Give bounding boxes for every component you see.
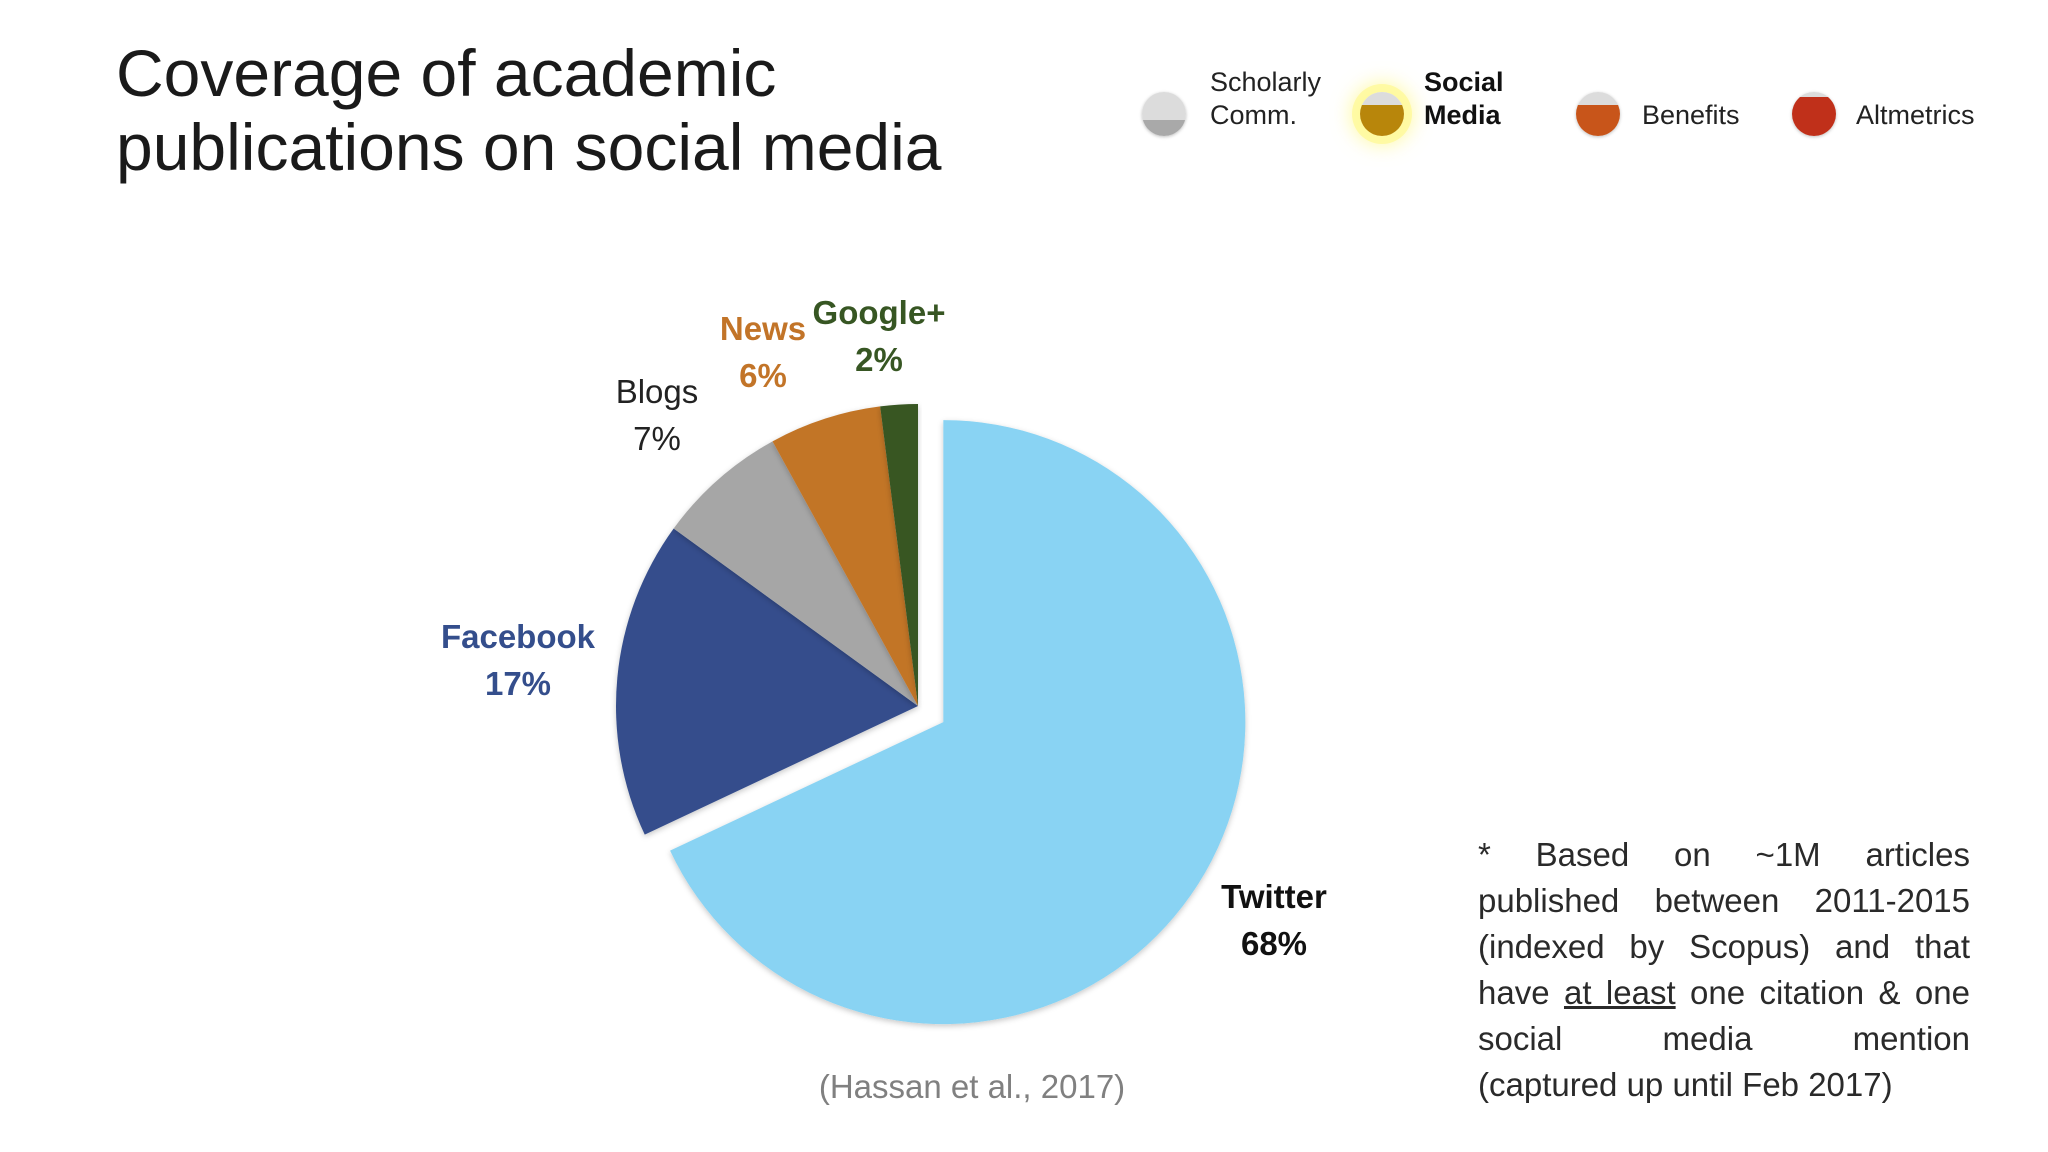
nav-label-scholarly-line-1: Scholarly [1210,67,1322,97]
slide-title-line-1: Coverage of academic [116,36,777,110]
data-label-twitter-value: 68% [1241,925,1307,962]
nav-label-altmetrics: Altmetrics [1856,100,1975,130]
nav-item-social-media[interactable]: Social Media [1360,66,1540,176]
data-label-news-value: 6% [739,357,787,394]
data-label-news-name: News [720,310,806,347]
footnote-part-1: * Based on ~1M articles published betwee… [1478,836,1970,1011]
pie-slice-google [880,404,918,706]
slide-title: Coverage of academic publications on soc… [116,36,1016,184]
footnote-underlined: at least [1563,974,1676,1011]
data-label-blogs-value: 7% [633,420,681,457]
footnote-part-2: one citation & one social media mention [1478,974,1970,1057]
social-media-dot-icon [1360,92,1404,136]
data-label-twitter-name: Twitter [1221,878,1327,915]
pie-slice-twitter [670,420,1246,1025]
pie-labels: Twitter 68% Facebook 17% Blogs 7% News 6% Google… [441,294,1327,962]
nav-label-social-line-2: Media [1424,100,1501,130]
data-label-facebook-name: Facebook [441,618,596,655]
altmetrics-dot-fill [1792,97,1836,136]
scholarly-dot-fill [1142,120,1186,136]
data-label-facebook-value: 17% [485,665,551,702]
nav-label-benefits: Benefits [1642,100,1740,130]
nav-label-social-line-1: Social [1424,67,1504,97]
citation: (Hassan et al., 2017) [818,1068,1126,1105]
benefits-dot-icon [1576,92,1620,136]
pie-slice-blogs [673,441,918,706]
data-label-google-value: 2% [855,341,903,378]
footnote: * Based on ~1M articles published betwee… [1478,832,1970,1108]
data-label-blogs-name: Blogs [616,373,699,410]
pie-slice-news [772,406,918,706]
pie-slices [616,404,1246,1025]
section-nav: Scholarly Comm. Social Media Benefits Al… [0,66,2048,176]
data-label-google-name: Google+ [813,294,946,331]
pie-slice-facebook [616,528,918,835]
slide-title-line-2: publications on social media [116,110,942,184]
nav-label-scholarly-comm: Scholarly Comm. [1210,66,1321,132]
scholarly-comm-dot-icon [1142,92,1186,136]
nav-item-scholarly-comm[interactable]: Scholarly Comm. [1142,66,1342,176]
altmetrics-dot-icon [1792,92,1836,136]
nav-label-social-media: Social Media [1424,66,1504,132]
social-media-dot-fill [1360,105,1404,136]
nav-label-scholarly-line-2: Comm. [1210,100,1297,130]
footnote-last-line: (captured up until Feb 2017) [1478,1066,1893,1103]
benefits-dot-fill [1576,105,1620,136]
nav-item-benefits[interactable]: Benefits [1576,66,1756,176]
nav-item-altmetrics[interactable]: Altmetrics [1792,66,2012,176]
